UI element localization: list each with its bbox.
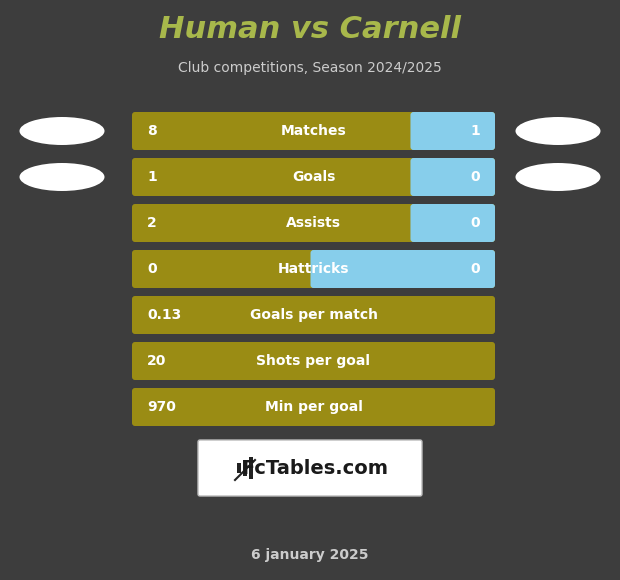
- Text: 970: 970: [147, 400, 176, 414]
- FancyBboxPatch shape: [132, 342, 495, 380]
- Text: 8: 8: [147, 124, 157, 138]
- Text: 0.13: 0.13: [147, 308, 181, 322]
- Text: Club competitions, Season 2024/2025: Club competitions, Season 2024/2025: [178, 61, 442, 75]
- Bar: [249, 457, 253, 479]
- Text: 1: 1: [470, 124, 480, 138]
- Ellipse shape: [19, 117, 105, 145]
- FancyBboxPatch shape: [132, 158, 495, 196]
- Bar: [237, 463, 241, 473]
- FancyBboxPatch shape: [410, 204, 495, 242]
- Text: 6 january 2025: 6 january 2025: [251, 548, 369, 562]
- FancyBboxPatch shape: [132, 112, 495, 150]
- Bar: [243, 460, 247, 476]
- Text: Assists: Assists: [286, 216, 341, 230]
- FancyBboxPatch shape: [132, 204, 495, 242]
- Text: 2: 2: [147, 216, 157, 230]
- FancyBboxPatch shape: [132, 388, 495, 426]
- Text: Goals per match: Goals per match: [249, 308, 378, 322]
- Ellipse shape: [515, 117, 601, 145]
- Ellipse shape: [515, 163, 601, 191]
- Text: 0: 0: [471, 216, 480, 230]
- Text: Goals: Goals: [292, 170, 335, 184]
- FancyBboxPatch shape: [132, 296, 495, 334]
- Text: Hattricks: Hattricks: [278, 262, 349, 276]
- Text: Min per goal: Min per goal: [265, 400, 363, 414]
- FancyBboxPatch shape: [311, 250, 495, 288]
- Text: Matches: Matches: [281, 124, 347, 138]
- Ellipse shape: [19, 163, 105, 191]
- Text: Human vs Carnell: Human vs Carnell: [159, 16, 461, 45]
- Text: 0: 0: [471, 170, 480, 184]
- Text: Shots per goal: Shots per goal: [257, 354, 371, 368]
- Text: 0: 0: [147, 262, 157, 276]
- Text: 20: 20: [147, 354, 166, 368]
- FancyBboxPatch shape: [410, 158, 495, 196]
- Text: 1: 1: [147, 170, 157, 184]
- FancyBboxPatch shape: [132, 250, 495, 288]
- Text: 0: 0: [471, 262, 480, 276]
- Text: FcTables.com: FcTables.com: [242, 459, 389, 477]
- FancyBboxPatch shape: [410, 112, 495, 150]
- FancyBboxPatch shape: [198, 440, 422, 496]
